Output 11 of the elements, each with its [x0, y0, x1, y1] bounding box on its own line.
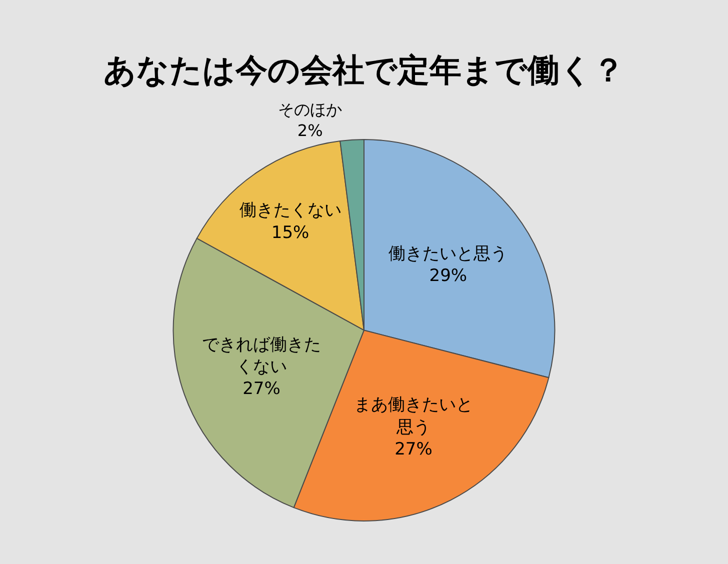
data-label: 29%	[429, 266, 468, 286]
slice-label: できれば働きたくない	[202, 335, 321, 378]
data-label: 2%	[297, 120, 323, 140]
data-label: 27%	[242, 379, 280, 400]
data-label: 15%	[271, 222, 310, 243]
slice-label: 働きたいと思う	[388, 244, 508, 264]
chart-title: あなたは今の会社で定年まで働く？	[104, 51, 624, 90]
slice-label: 働きたくない	[239, 200, 342, 221]
data-label: 27%	[394, 439, 432, 460]
slice-label: まあ働きたいと思う	[354, 395, 473, 438]
slice-label: そのほか	[278, 100, 342, 120]
